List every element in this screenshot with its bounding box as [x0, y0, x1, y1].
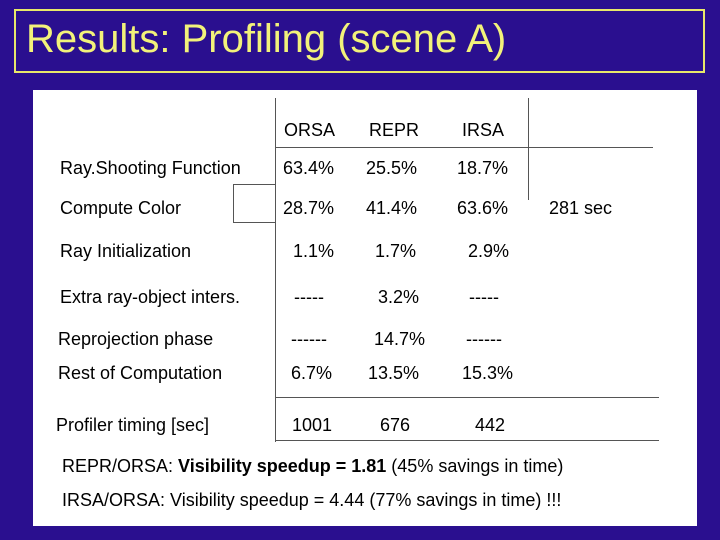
row-label-ray-initialization: Ray Initialization	[60, 241, 192, 261]
column-header-repr: REPR	[369, 120, 420, 140]
title-box: Results: Profiling (scene A)	[14, 9, 705, 73]
cell-rest-orsa: 6.7%	[291, 363, 333, 383]
table-vline-compute	[233, 184, 234, 223]
cell-extra-ray-object-repr: 3.2%	[378, 287, 420, 307]
table-hline-compute-bottom	[233, 222, 275, 223]
cell-compute-color-repr: 41.4%	[366, 198, 418, 218]
summary-line1-suffix: (45% savings in time)	[386, 456, 564, 476]
cell-timing-repr: 676	[380, 415, 411, 435]
cell-rest-irsa: 15.3%	[462, 363, 514, 383]
summary-line1-bold: Visibility speedup = 1.81	[178, 456, 387, 476]
cell-ray-shooting-repr: 25.5%	[366, 158, 418, 178]
row-label-compute-color: Compute Color	[60, 198, 182, 218]
table-hline-bottom	[275, 440, 659, 441]
side-note-281-sec: 281 sec	[549, 198, 613, 218]
cell-ray-initialization-repr: 1.7%	[375, 241, 417, 261]
cell-timing-irsa: 442	[475, 415, 506, 435]
table-vline-left	[275, 98, 276, 442]
row-label-reprojection-phase: Reprojection phase	[58, 329, 214, 349]
table-hline-header	[275, 147, 653, 148]
cell-extra-ray-object-irsa: -----	[469, 287, 499, 307]
cell-ray-shooting-orsa: 63.4%	[283, 158, 335, 178]
slide-title: Results: Profiling (scene A)	[26, 17, 507, 61]
summary-line-irsa-orsa: IRSA/ORSA: Visibility speedup = 4.44 (77…	[62, 490, 562, 510]
cell-compute-color-irsa: 63.6%	[457, 198, 509, 218]
cell-reprojection-irsa: ------	[466, 329, 502, 349]
cell-extra-ray-object-orsa: -----	[294, 287, 324, 307]
table-hline-compute-top	[233, 184, 275, 185]
row-label-profiler-timing: Profiler timing [sec]	[56, 415, 210, 435]
cell-compute-color-orsa: 28.7%	[283, 198, 335, 218]
row-label-rest-of-computation: Rest of Computation	[58, 363, 223, 383]
cell-rest-repr: 13.5%	[368, 363, 420, 383]
cell-timing-orsa: 1001	[292, 415, 333, 435]
row-label-ray-shooting: Ray.Shooting Function	[60, 158, 241, 178]
cell-reprojection-repr: 14.7%	[374, 329, 426, 349]
row-label-extra-ray-object: Extra ray-object inters.	[60, 287, 241, 307]
summary-line-repr-orsa: REPR/ORSA: Visibility speedup = 1.81 (45…	[62, 456, 563, 477]
results-panel: ORSA REPR IRSA Ray.Shooting Function 63.…	[33, 90, 697, 526]
cell-ray-initialization-irsa: 2.9%	[468, 241, 510, 261]
table-hline-timing	[275, 397, 659, 398]
summary-line1-prefix: REPR/ORSA:	[62, 456, 179, 476]
column-header-irsa: IRSA	[462, 120, 505, 140]
table-vline-right	[528, 98, 529, 200]
cell-ray-initialization-orsa: 1.1%	[293, 241, 335, 261]
cell-reprojection-orsa: ------	[291, 329, 327, 349]
column-header-orsa: ORSA	[284, 120, 336, 140]
cell-ray-shooting-irsa: 18.7%	[457, 158, 509, 178]
